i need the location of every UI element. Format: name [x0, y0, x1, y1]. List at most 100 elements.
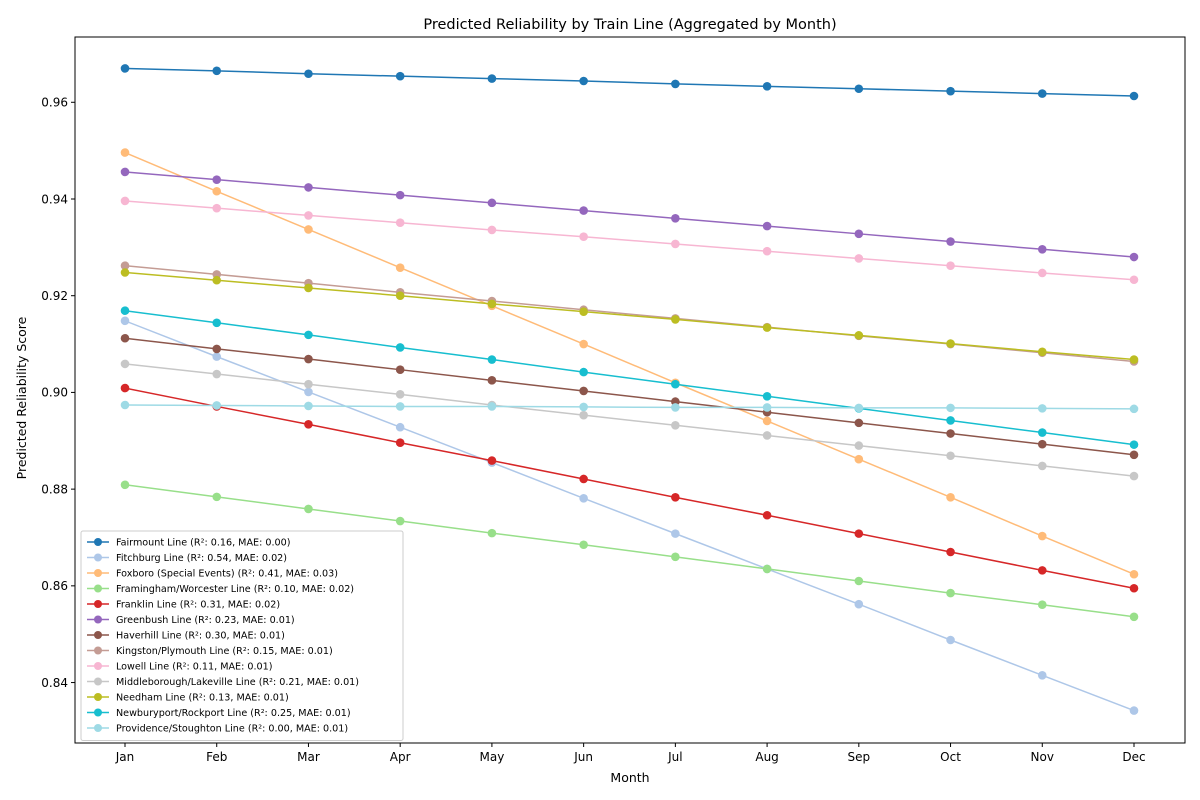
data-point: [1129, 569, 1139, 579]
legend-box: [80, 530, 404, 741]
data-point: [671, 79, 680, 89]
data-point: [946, 237, 955, 246]
data-point: [762, 391, 772, 401]
data-point: [212, 318, 222, 328]
data-point: [395, 516, 405, 526]
legend-entry: Foxboro (Special Events) (R²: 0.41, MAE:…: [116, 569, 338, 580]
data-point: [212, 369, 222, 379]
data-point: [395, 422, 405, 432]
data-point: [1037, 600, 1047, 609]
data-point: [487, 376, 497, 385]
data-point: [762, 510, 772, 520]
data-point: [946, 588, 955, 598]
data-point: [579, 540, 588, 550]
y-tick-label: 0.94: [41, 192, 68, 206]
x-tick-label: Nov: [1031, 750, 1054, 764]
legend-swatch-marker: [94, 677, 102, 686]
data-point: [487, 299, 497, 309]
data-point: [120, 306, 130, 316]
data-point: [1037, 268, 1047, 278]
data-point: [762, 403, 772, 412]
legend-entry: Fitchburg Line (R²: 0.54, MAE: 0.02): [116, 553, 287, 564]
x-tick-label: Jun: [573, 750, 593, 764]
x-tick-label: Oct: [940, 750, 961, 764]
data-point: [487, 456, 497, 465]
data-point: [120, 480, 130, 490]
x-tick-label: May: [480, 750, 505, 764]
x-tick-label: Sep: [848, 750, 871, 764]
data-point: [671, 239, 680, 249]
legend-entry: Framingham/Worcester Line (R²: 0.10, MAE…: [116, 584, 354, 595]
legend-swatch-marker: [94, 553, 102, 562]
data-point: [212, 344, 222, 354]
legend-swatch-marker: [94, 646, 102, 655]
data-point: [1129, 471, 1139, 481]
data-point: [1129, 355, 1139, 364]
data-point: [212, 203, 222, 213]
data-point: [671, 403, 680, 412]
legend: Fairmount Line (R²: 0.16, MAE: 0.00) Fitc…: [80, 530, 404, 741]
legend-swatch-marker: [94, 631, 102, 639]
data-point: [854, 599, 864, 609]
data-point: [212, 175, 222, 184]
data-point: [487, 402, 497, 411]
x-axis-label: Month: [610, 770, 649, 785]
data-point: [1129, 252, 1139, 262]
data-point: [762, 221, 772, 231]
data-point: [304, 504, 313, 514]
data-point: [1037, 347, 1047, 357]
data-point: [946, 451, 955, 461]
y-tick-label: 0.84: [41, 676, 68, 690]
data-point: [212, 352, 222, 361]
data-point: [120, 196, 130, 206]
data-point: [395, 190, 405, 200]
data-point: [304, 330, 313, 340]
data-point: [579, 367, 588, 377]
data-point: [946, 635, 955, 645]
data-point: [395, 263, 405, 272]
data-point: [395, 218, 405, 227]
series-line-0: [124, 67, 1135, 97]
data-point: [579, 232, 588, 242]
legend-entry: Greenbush Line (R²: 0.23, MAE: 0.01): [116, 615, 295, 626]
data-point: [1129, 91, 1139, 101]
data-point: [304, 401, 313, 411]
legend-swatch-marker: [94, 584, 102, 593]
data-point: [579, 402, 588, 412]
data-point: [671, 552, 680, 562]
data-point: [671, 493, 680, 502]
data-point: [1129, 275, 1139, 285]
data-point: [120, 359, 130, 369]
data-point: [854, 229, 864, 239]
data-point: [1037, 89, 1047, 98]
legend-swatch-marker: [94, 724, 102, 732]
legend-entry: Middleborough/Lakeville Line (R²: 0.21, …: [116, 677, 359, 688]
data-point: [1037, 439, 1047, 449]
x-tick-label: Jul: [667, 750, 682, 764]
data-point: [946, 429, 955, 438]
y-axis-label: Predicted Reliability Score: [14, 316, 29, 479]
data-point: [395, 343, 405, 352]
data-point: [854, 254, 864, 263]
data-point: [1037, 428, 1047, 437]
data-point: [1129, 440, 1139, 449]
data-point: [395, 291, 405, 301]
x-tick-label: Apr: [390, 750, 411, 764]
data-point: [304, 211, 313, 220]
data-point: [854, 529, 864, 538]
data-point: [854, 84, 864, 94]
data-point: [854, 418, 864, 428]
data-point: [120, 268, 130, 277]
x-tick-label: Feb: [206, 750, 227, 764]
y-tick-label: 0.86: [41, 579, 68, 593]
series-line-1: [124, 320, 1135, 712]
data-point: [1037, 566, 1047, 575]
data-point: [395, 390, 405, 399]
data-point: [579, 386, 588, 396]
series-line-10: [124, 271, 1135, 361]
plot-area: Jan Feb Mar Apr May Jun Jul Aug Sep Oct Nov Dec 0.84…: [41, 36, 1186, 764]
data-point: [671, 421, 680, 430]
data-point: [395, 438, 405, 448]
legend-swatch-marker: [94, 600, 102, 608]
